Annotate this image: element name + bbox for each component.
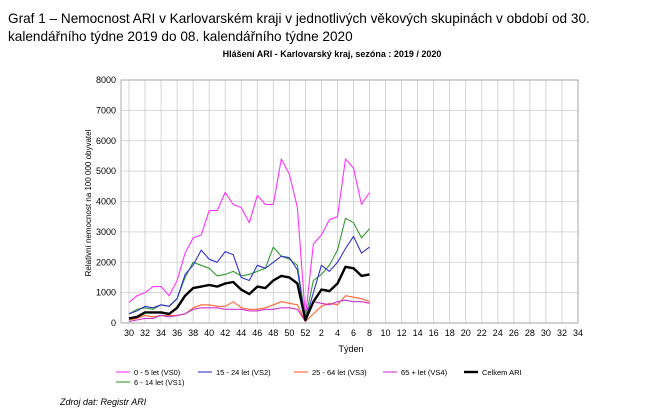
caption-line-2: kalendářního týdne 2019 do 08. kalendářn… <box>8 29 353 44</box>
x-tick-label: 8 <box>367 328 372 338</box>
legend-label: 25 - 64 let (VS3) <box>312 368 367 377</box>
legend-label: 0 - 5 let (VS0) <box>134 368 181 377</box>
y-tick-label: 0 <box>111 318 116 328</box>
data-source: Zdroj dat: Registr ARI <box>60 397 147 407</box>
x-tick-label: 14 <box>413 328 423 338</box>
x-tick-label: 34 <box>156 328 166 338</box>
x-tick-label: 28 <box>525 328 535 338</box>
x-tick-label: 50 <box>284 328 294 338</box>
x-tick-label: 30 <box>124 328 134 338</box>
caption-line-1: Graf 1 – Nemocnost ARI v Karlovarském kr… <box>8 11 590 26</box>
y-tick-label: 5000 <box>96 166 116 176</box>
series-line-celkem-ari <box>128 265 370 322</box>
x-axis-ticks: 30 32 34 36 38 40 42 44 46 48 50 52 2 4 6 8 10 12 14 16 18 20… <box>124 328 583 338</box>
x-tick-label: 2 <box>319 328 324 338</box>
y-tick-label: 3000 <box>96 227 116 237</box>
plot-frame <box>120 79 579 324</box>
y-axis-ticks: 0 1000 2000 3000 4000 5000 6000 7000 8000 <box>96 75 116 328</box>
series-line-0-5-let-vs0- <box>128 158 370 318</box>
x-tick-label: 20 <box>461 328 471 338</box>
x-tick-label: 40 <box>204 328 214 338</box>
y-tick-label: 2000 <box>96 257 116 267</box>
x-tick-label: 26 <box>509 328 519 338</box>
x-tick-label: 32 <box>140 328 150 338</box>
y-tick-label: 6000 <box>96 136 116 146</box>
plot-border <box>120 79 579 324</box>
x-tick-label: 42 <box>220 328 230 338</box>
figure-caption: Graf 1 – Nemocnost ARI v Karlovarském kr… <box>8 10 656 46</box>
x-tick-label: 12 <box>397 328 407 338</box>
x-tick-label: 10 <box>381 328 391 338</box>
x-tick-label: 6 <box>351 328 356 338</box>
ari-line-chart: Hlášení ARI - Karlovarský kraj, sezóna :… <box>84 49 583 387</box>
x-tick-label: 34 <box>573 328 583 338</box>
series-line-15-24-let-vs2- <box>128 235 370 321</box>
x-tick-label: 4 <box>335 328 340 338</box>
legend-label: 6 - 14 let (VS1) <box>134 378 185 387</box>
x-tick-label: 52 <box>300 328 310 338</box>
y-tick-label: 8000 <box>96 75 116 85</box>
grid-lines <box>121 79 579 324</box>
x-tick-label: 38 <box>188 328 198 338</box>
legend-label: Celkem ARI <box>482 368 522 377</box>
y-tick-label: 4000 <box>96 197 116 207</box>
y-tick-label: 7000 <box>96 105 116 115</box>
x-axis-label: Týden <box>338 344 363 354</box>
legend-label: 15 - 24 let (VS2) <box>216 368 271 377</box>
x-tick-label: 32 <box>557 328 567 338</box>
series-lines <box>128 158 370 323</box>
x-tick-label: 44 <box>236 328 246 338</box>
x-tick-label: 22 <box>477 328 487 338</box>
y-tick-label: 1000 <box>96 288 116 298</box>
y-axis-label: Relativní nemocnost na 100 000 obyvatel <box>84 129 93 276</box>
x-tick-label: 46 <box>252 328 262 338</box>
x-tick-label: 48 <box>268 328 278 338</box>
x-tick-label: 16 <box>429 328 439 338</box>
x-tick-label: 24 <box>493 328 503 338</box>
x-tick-label: 36 <box>172 328 182 338</box>
series-line-65-let-vs4- <box>128 299 370 323</box>
chart-title: Hlášení ARI - Karlovarský kraj, sezóna :… <box>223 49 442 59</box>
legend: 0 - 5 let (VS0) 15 - 24 let (VS2) 25 - 64 … <box>116 368 522 387</box>
x-tick-label: 30 <box>541 328 551 338</box>
x-tick-label: 18 <box>445 328 455 338</box>
legend-label: 65 + let (VS4) <box>401 368 448 377</box>
series-line-25-64-let-vs3- <box>128 295 370 323</box>
